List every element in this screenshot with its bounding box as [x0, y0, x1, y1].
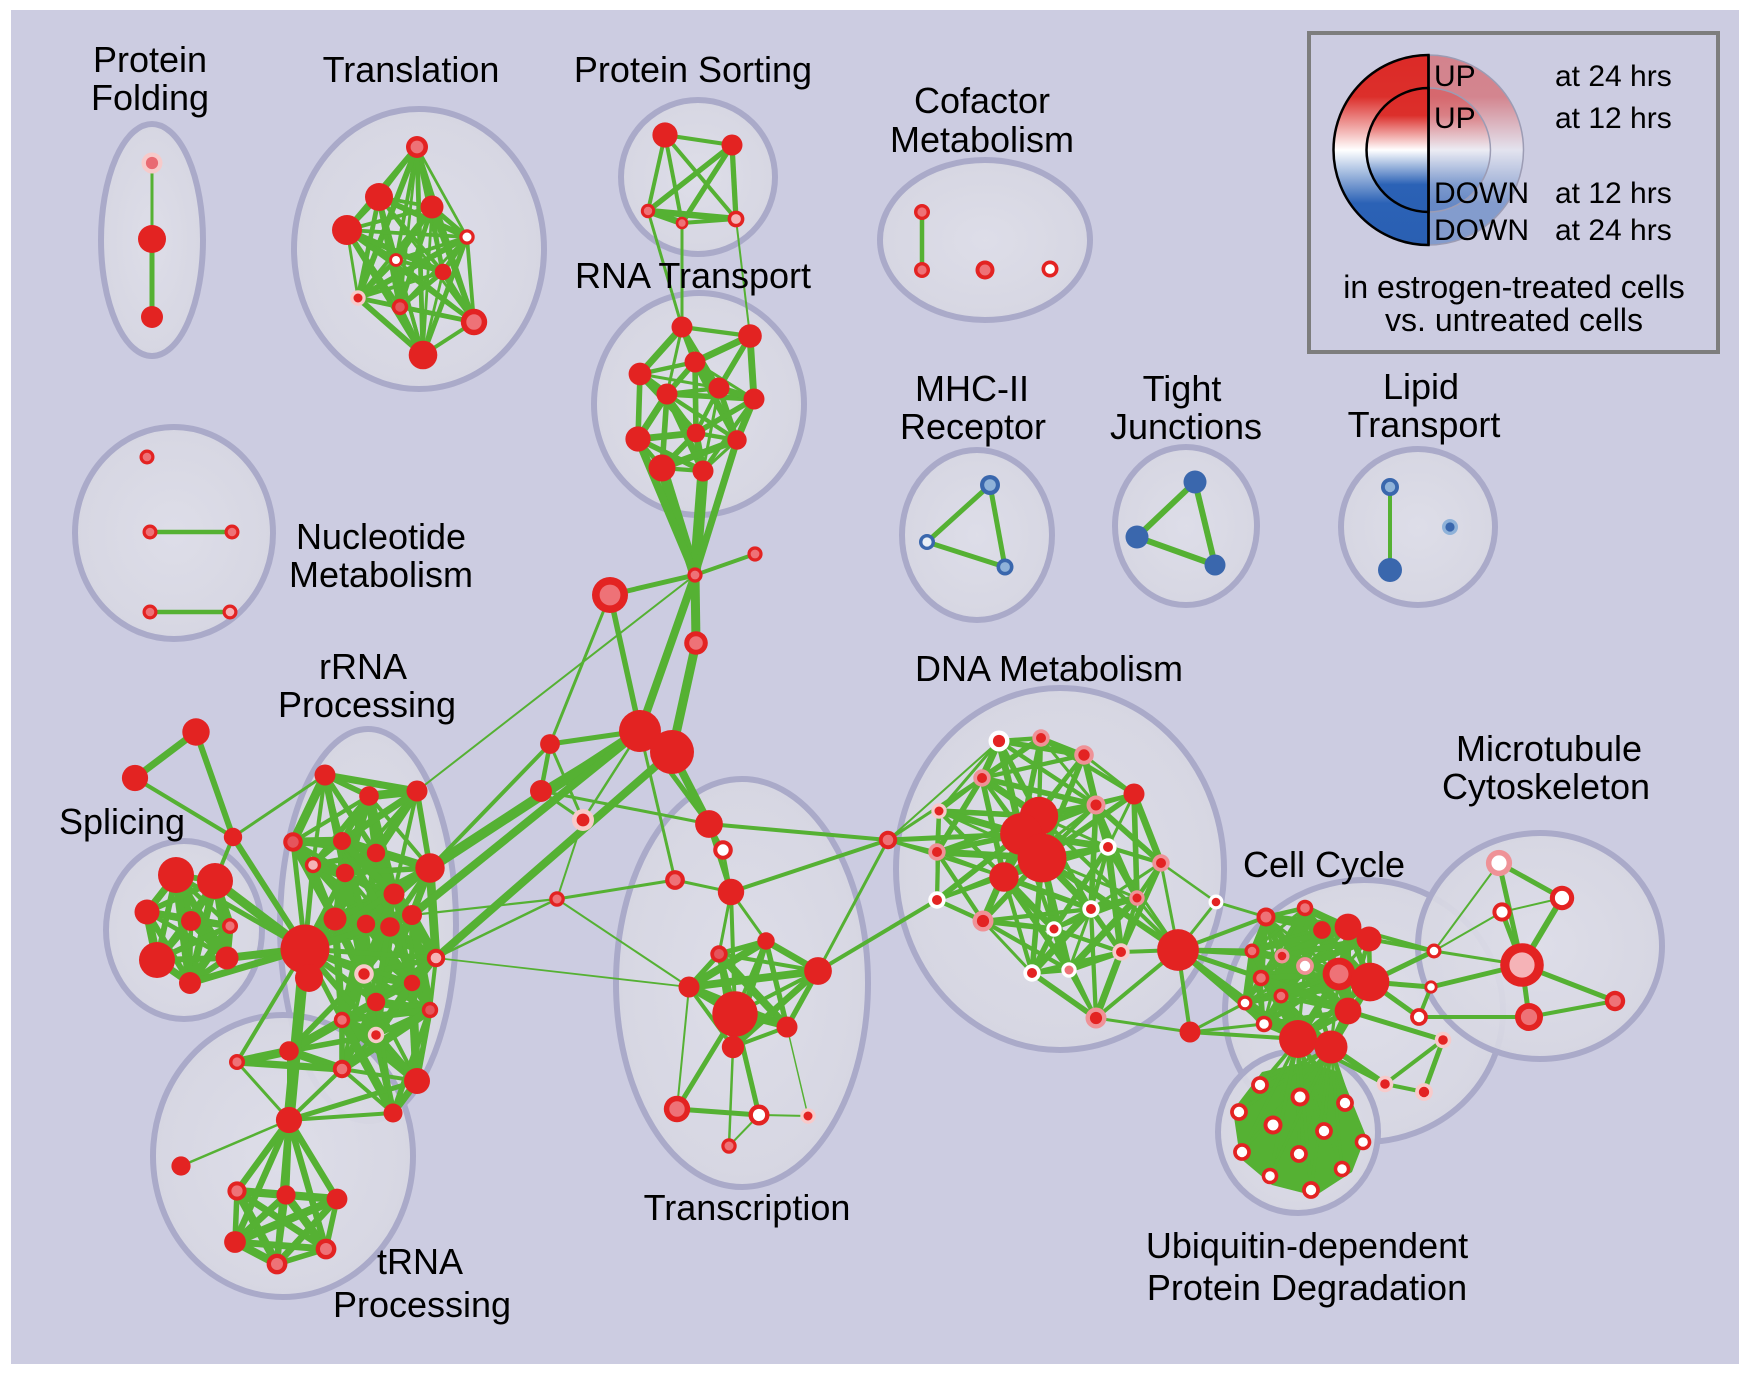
svg-text:Splicing: Splicing	[59, 801, 185, 842]
svg-text:Cofactor: Cofactor	[914, 80, 1050, 121]
svg-text:Transcription: Transcription	[644, 1187, 851, 1228]
svg-text:Folding: Folding	[91, 77, 209, 118]
svg-text:Receptor: Receptor	[900, 406, 1046, 447]
svg-text:Lipid: Lipid	[1383, 366, 1459, 407]
svg-text:Ubiquitin-dependent: Ubiquitin-dependent	[1146, 1225, 1468, 1266]
svg-text:Nucleotide: Nucleotide	[296, 516, 466, 557]
svg-text:Junctions: Junctions	[1110, 406, 1262, 447]
svg-text:MHC-II: MHC-II	[915, 368, 1029, 409]
svg-text:Processing: Processing	[333, 1284, 511, 1325]
svg-text:DNA Metabolism: DNA Metabolism	[915, 648, 1183, 689]
svg-text:tRNA: tRNA	[377, 1241, 463, 1282]
svg-text:vs. untreated cells: vs. untreated cells	[1385, 302, 1643, 338]
svg-text:Cytoskeleton: Cytoskeleton	[1442, 766, 1650, 807]
svg-text:DOWN: DOWN	[1434, 214, 1529, 247]
svg-text:UP: UP	[1434, 102, 1476, 135]
svg-text:at 24 hrs: at 24 hrs	[1555, 60, 1672, 93]
svg-text:at 12 hrs: at 12 hrs	[1555, 102, 1672, 135]
svg-text:DOWN: DOWN	[1434, 177, 1529, 210]
svg-text:Cell Cycle: Cell Cycle	[1243, 844, 1405, 885]
svg-text:Protein Sorting: Protein Sorting	[574, 49, 812, 90]
svg-text:Protein: Protein	[93, 39, 207, 80]
svg-text:Metabolism: Metabolism	[289, 554, 473, 595]
svg-text:Translation: Translation	[323, 49, 500, 90]
svg-text:RNA Transport: RNA Transport	[575, 255, 811, 296]
svg-text:Transport: Transport	[1348, 404, 1501, 445]
svg-text:Metabolism: Metabolism	[890, 119, 1074, 160]
svg-text:at 24 hrs: at 24 hrs	[1555, 214, 1672, 247]
svg-text:rRNA: rRNA	[319, 646, 407, 687]
svg-text:Processing: Processing	[278, 684, 456, 725]
svg-text:UP: UP	[1434, 60, 1476, 93]
svg-text:at 12 hrs: at 12 hrs	[1555, 177, 1672, 210]
svg-text:Protein Degradation: Protein Degradation	[1147, 1267, 1467, 1308]
svg-text:in estrogen-treated cells: in estrogen-treated cells	[1343, 269, 1685, 305]
svg-text:Microtubule: Microtubule	[1456, 728, 1642, 769]
svg-text:Tight: Tight	[1143, 368, 1222, 409]
